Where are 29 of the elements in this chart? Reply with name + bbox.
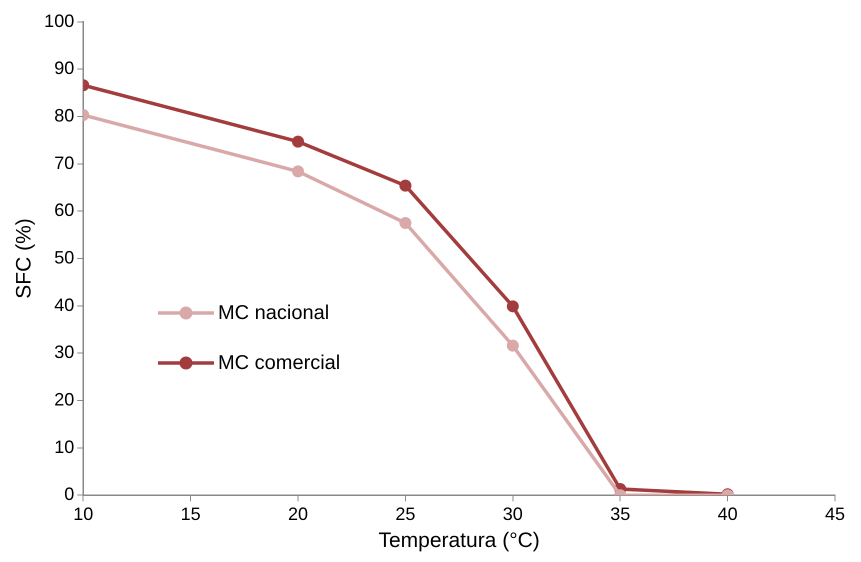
point [292, 165, 304, 178]
point [399, 180, 412, 192]
x-tick-label: 40 [718, 504, 738, 524]
point [399, 216, 412, 229]
x-tick-label: 30 [502, 504, 523, 524]
legend-label: MC comercial [218, 352, 340, 374]
point [506, 340, 519, 352]
y-tick-label: 0 [64, 484, 74, 504]
x-tick-label: 15 [180, 504, 201, 524]
y-tick-label: 50 [54, 247, 74, 268]
x-tick-label: 20 [288, 504, 308, 524]
x-axis-title: Temperatura (°C) [378, 529, 540, 552]
legend-label: MC nacional [218, 302, 330, 324]
y-tick-label: 40 [54, 294, 74, 315]
y-tick-label: 60 [54, 200, 74, 220]
point [292, 136, 304, 148]
y-tick-label: 70 [54, 152, 74, 173]
y-tick-label: 100 [44, 10, 74, 31]
point [506, 300, 519, 312]
x-tick-label: 35 [610, 504, 630, 524]
y-tick-label: 20 [54, 389, 74, 410]
y-tick-label: 30 [54, 342, 74, 362]
x-tick-label: 10 [73, 504, 94, 524]
y-axis-title: SFC (%) [12, 218, 36, 299]
y-tick-label: 80 [54, 105, 74, 126]
x-tick-label: 45 [824, 504, 846, 524]
x-tick-label: 25 [395, 504, 416, 524]
y-tick-label: 10 [54, 436, 74, 457]
y-tick-label: 90 [54, 58, 74, 78]
